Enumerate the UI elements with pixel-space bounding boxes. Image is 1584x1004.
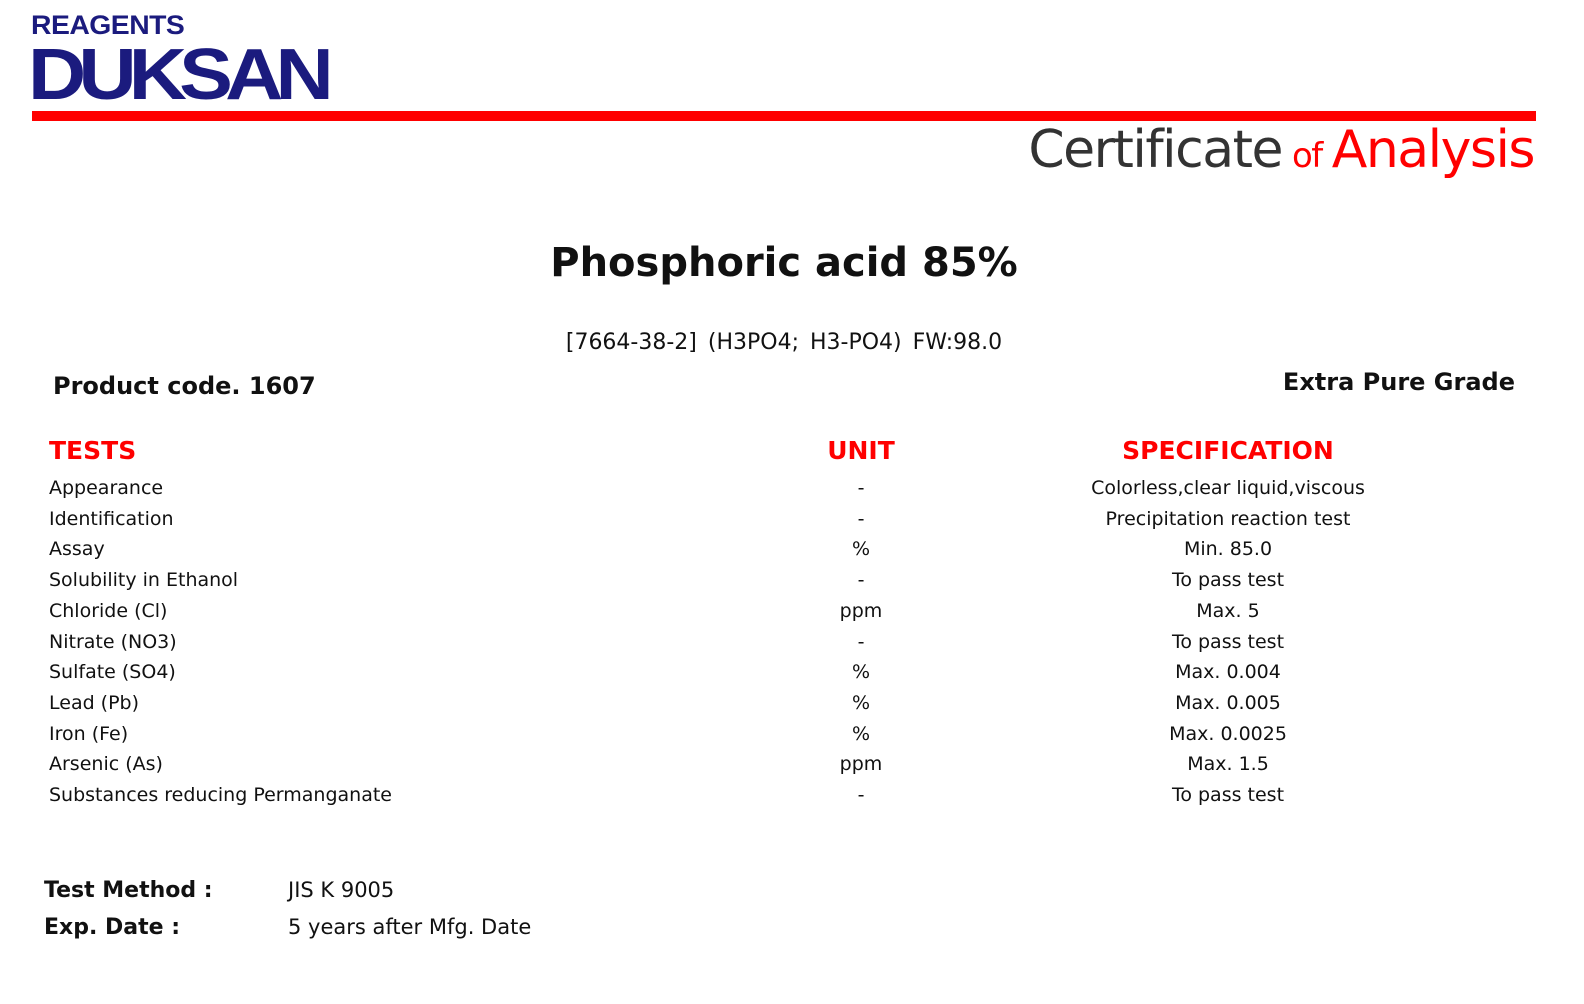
- exp-date-value: 5 years after Mfg. Date: [288, 915, 532, 939]
- product-grade: Extra Pure Grade: [1282, 368, 1515, 396]
- test-unit: -: [857, 630, 865, 653]
- test-name: Identification: [49, 507, 174, 530]
- table-row: Sulfate (SO4)% Max. 0.004: [0, 661, 1584, 691]
- test-specification: Precipitation reaction test: [1105, 507, 1351, 530]
- test-unit: %: [851, 691, 871, 714]
- test-specification: Max. 0.005: [1175, 691, 1281, 714]
- test-unit: ppm: [839, 753, 883, 776]
- test-specification: Max. 5: [1196, 599, 1260, 622]
- test-specification: Min. 85.0: [1183, 538, 1273, 561]
- test-unit: %: [851, 538, 871, 561]
- test-unit: %: [851, 722, 871, 745]
- analysis-word: Analysis: [1331, 120, 1536, 180]
- product-identifiers: [7664-38-2] (H3PO4; H3-PO4) FW:98.0: [565, 330, 1003, 355]
- table-row: Lead (Pb)% Max. 0.005: [0, 692, 1584, 722]
- exp-date-label: Exp. Date :: [44, 915, 180, 940]
- test-specification: Max. 0.0025: [1169, 722, 1287, 745]
- test-specification: Colorless,clear liquid,viscous: [1091, 477, 1365, 499]
- test-name: Lead (Pb): [49, 691, 140, 714]
- test-unit: -: [857, 507, 865, 530]
- product-name: Phosphoric acid 85%: [550, 240, 1018, 286]
- table-row: Nitrate (NO3) - To pass test: [0, 631, 1584, 661]
- table-row: Appearance - Colorless,clear liquid,viscou…: [0, 477, 1584, 507]
- of-word: of: [1291, 136, 1323, 176]
- test-specification: Max. 1.5: [1187, 753, 1269, 776]
- table-row: Iron (Fe)% Max. 0.0025: [0, 723, 1584, 753]
- test-method-label: Test Method :: [44, 878, 213, 903]
- test-specification: Max. 0.004: [1175, 661, 1281, 684]
- test-name: Substances reducing Permanganate: [49, 784, 392, 806]
- test-specification: To pass test: [1171, 784, 1285, 806]
- test-name: Iron (Fe): [49, 722, 129, 745]
- test-unit: -: [857, 784, 865, 806]
- test-name: Arsenic (As): [49, 753, 163, 776]
- logo-duksan: DUKSAN: [28, 35, 334, 115]
- test-name: Assay: [49, 538, 105, 561]
- header-divider: [32, 111, 1536, 121]
- table-row: Chloride (Cl) ppm Max. 5: [0, 600, 1584, 630]
- header-specification: SPECIFICATION: [1122, 436, 1334, 465]
- table-row: Identification - Precipitation reaction te…: [0, 508, 1584, 538]
- test-specification: To pass test: [1171, 630, 1285, 653]
- header-tests: TESTS: [49, 436, 137, 465]
- test-name: Appearance: [49, 477, 164, 499]
- test-name: Nitrate (NO3): [49, 630, 177, 653]
- certificate-heading: Certificate of Analysis: [1028, 120, 1536, 180]
- table-row: Solubility in Ethanol - To pass test: [0, 569, 1584, 599]
- test-unit: -: [857, 569, 865, 592]
- test-unit: -: [857, 477, 865, 499]
- test-name: Chloride (Cl): [49, 599, 168, 622]
- test-name: Solubility in Ethanol: [49, 569, 239, 592]
- certificate-word: Certificate: [1028, 120, 1283, 180]
- table-row: Arsenic (As) ppm Max. 1.5: [0, 753, 1584, 783]
- test-unit: ppm: [839, 599, 883, 622]
- table-row: Substances reducing Permanganate - To pass…: [0, 784, 1584, 814]
- test-name: Sulfate (SO4): [49, 661, 176, 684]
- test-specification: To pass test: [1171, 569, 1285, 592]
- product-code: Product code. 1607: [53, 372, 316, 400]
- table-row: Assay% Min. 85.0: [0, 538, 1584, 568]
- test-unit: %: [851, 661, 871, 684]
- header-unit: UNIT: [827, 436, 895, 465]
- test-method-value: JIS K 9005: [288, 878, 395, 902]
- logo-reagents: REAGENTS: [31, 10, 185, 40]
